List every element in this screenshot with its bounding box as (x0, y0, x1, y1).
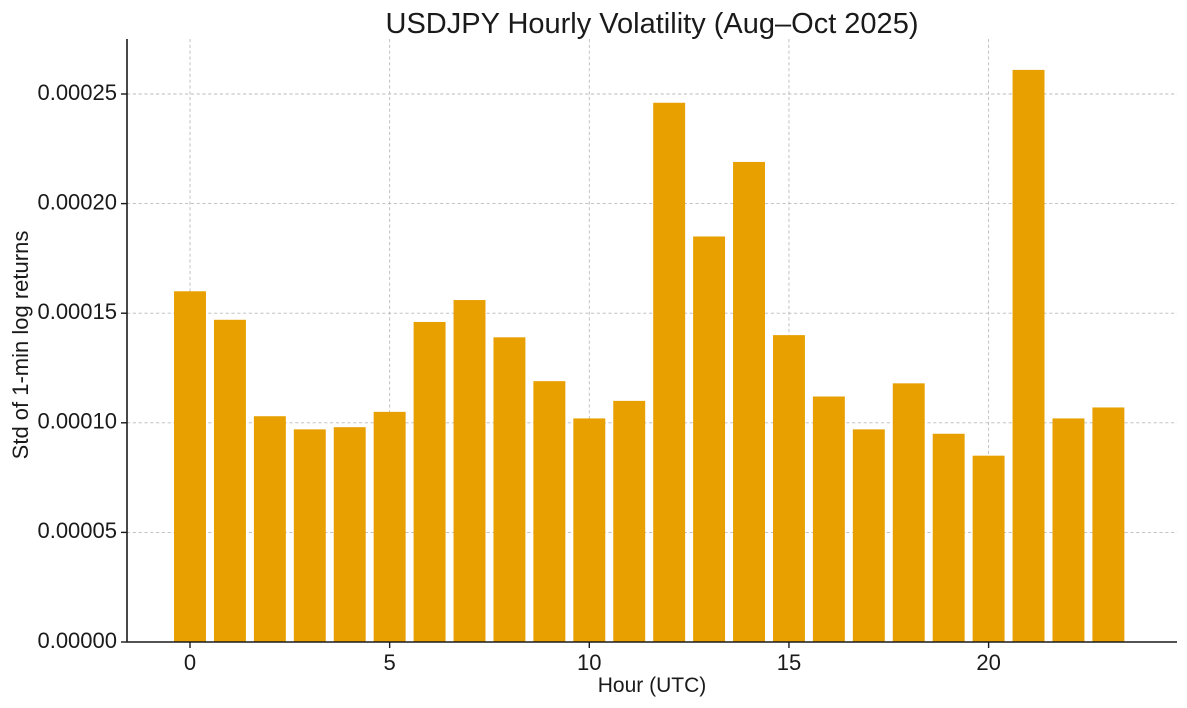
svg-text:10: 10 (577, 650, 601, 675)
svg-text:0.00025: 0.00025 (37, 80, 117, 105)
svg-text:0.00015: 0.00015 (37, 299, 117, 324)
svg-text:15: 15 (777, 650, 801, 675)
svg-text:0: 0 (184, 650, 196, 675)
svg-text:20: 20 (976, 650, 1000, 675)
svg-text:5: 5 (384, 650, 396, 675)
svg-text:0.00020: 0.00020 (37, 189, 117, 214)
svg-text:0.00000: 0.00000 (37, 628, 117, 653)
svg-text:0.00010: 0.00010 (37, 409, 117, 434)
svg-text:0.00005: 0.00005 (37, 518, 117, 543)
